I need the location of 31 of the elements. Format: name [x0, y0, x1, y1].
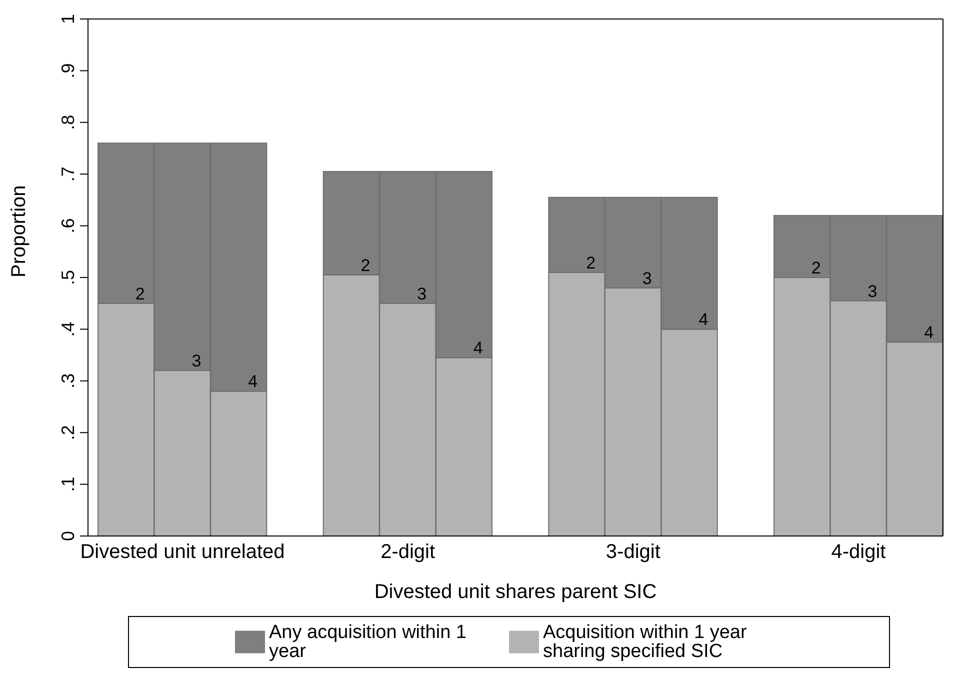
annotation: 2 — [811, 258, 821, 278]
x-tick-label: 3-digit — [606, 541, 661, 564]
y-axis-title: Proportion — [8, 185, 30, 278]
y-tick-label: .5 — [58, 270, 78, 286]
y-tick-label: .9 — [58, 63, 78, 78]
annotation: 3 — [868, 282, 878, 301]
annotation: 2 — [360, 256, 370, 275]
y-tick-label: .3 — [58, 373, 78, 388]
x-tick-label: 2-digit — [380, 541, 436, 564]
x-tick-label: Divested unit unrelated — [80, 541, 285, 564]
legend-label: Acquisition within 1 year sharing specified SIC — [543, 622, 748, 662]
y-tick-label: .8 — [58, 114, 78, 130]
y-tick-label: .4 — [58, 322, 78, 337]
annotation: 4 — [698, 310, 708, 330]
annotation: 4 — [924, 323, 934, 342]
annotation: 3 — [192, 352, 202, 371]
annotation: 2 — [135, 284, 145, 304]
annotation: 2 — [586, 253, 596, 272]
x-axis-title: Divested unit shares parent SIC — [374, 581, 657, 603]
legend-label: Any acquisition within 1 year — [269, 622, 468, 662]
y-tick-label: 0 — [58, 530, 78, 542]
annotation: 4 — [248, 372, 258, 392]
y-tick-label: .6 — [58, 218, 78, 234]
y-tick-label: 1 — [58, 14, 78, 24]
y-tick-label: .7 — [58, 166, 78, 182]
annotation: 3 — [417, 284, 427, 304]
annotation: 3 — [642, 268, 652, 288]
y-tick-label: .2 — [58, 425, 78, 440]
y-tick-label: .1 — [58, 476, 78, 492]
x-tick-label: 4-digit — [831, 541, 886, 564]
annotation: 4 — [473, 338, 483, 358]
